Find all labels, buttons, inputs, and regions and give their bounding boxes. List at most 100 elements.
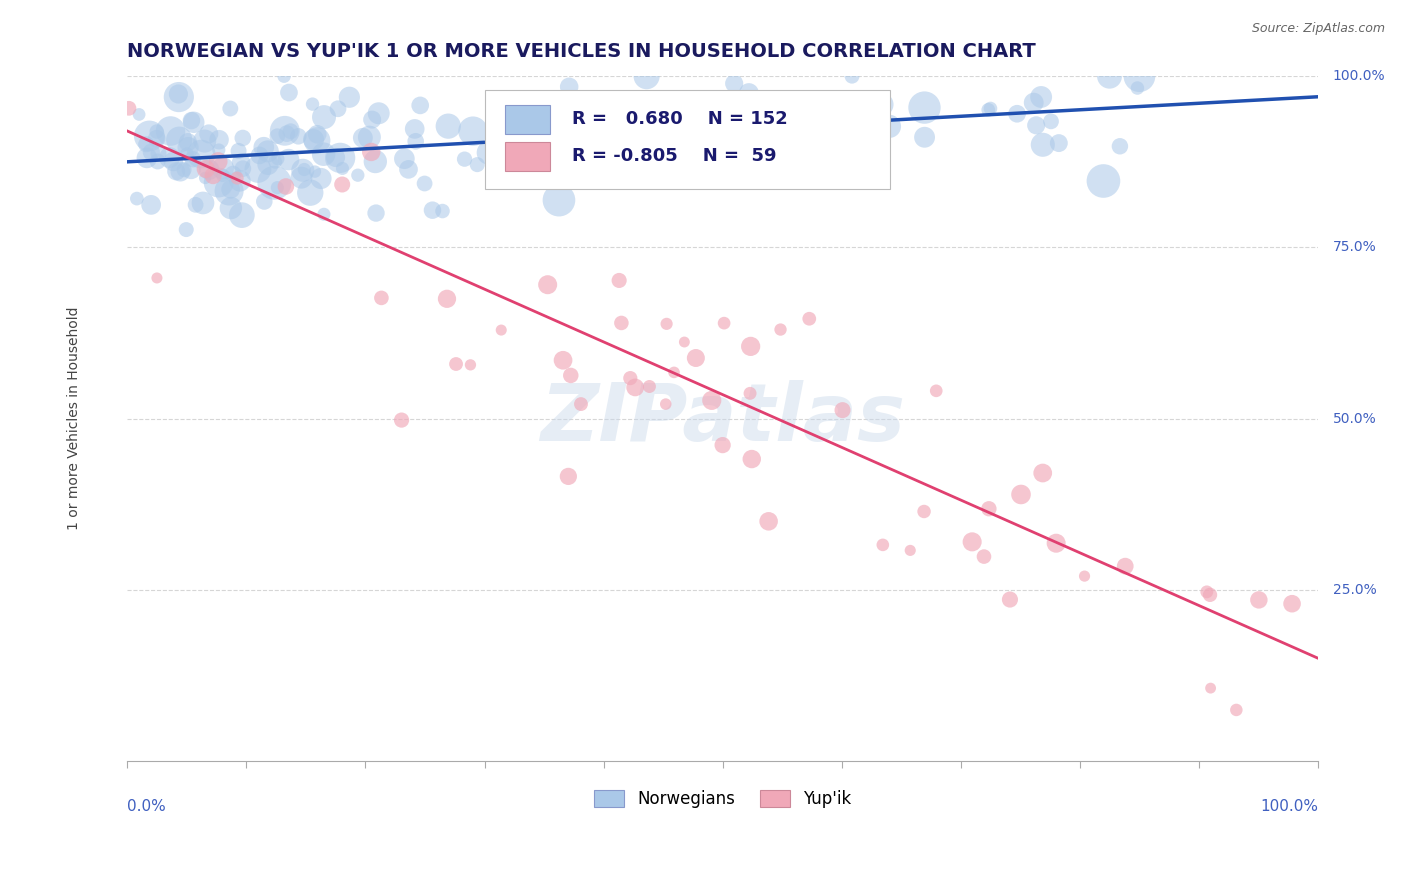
Point (551, 353, 574, 368)
Point (914, 130, 936, 145)
Point (422, 203, 444, 218)
Point (264, 154, 287, 169)
Point (1032, 466, 1054, 480)
Point (329, 151, 352, 165)
Point (409, 98, 432, 112)
Point (194, 161, 217, 176)
Point (274, 179, 297, 194)
Point (1128, 69, 1150, 83)
Point (305, 134, 328, 148)
Point (432, 204, 454, 219)
Text: ZIPatlas: ZIPatlas (540, 380, 905, 458)
Point (177, 140, 200, 154)
Point (312, 110, 335, 124)
Point (302, 133, 325, 147)
Point (898, 543, 921, 558)
Point (228, 144, 250, 158)
Point (548, 193, 571, 207)
Text: Source: ZipAtlas.com: Source: ZipAtlas.com (1251, 22, 1385, 36)
Point (145, 125, 167, 139)
Point (872, 538, 894, 552)
Point (231, 208, 253, 222)
Point (290, 170, 312, 185)
Point (1022, 95, 1045, 110)
Point (208, 143, 231, 157)
Point (711, 438, 734, 452)
Point (211, 169, 233, 183)
Point (180, 162, 202, 177)
Point (912, 504, 935, 518)
FancyBboxPatch shape (485, 90, 890, 189)
Point (1005, 107, 1028, 121)
Text: 0.0%: 0.0% (128, 798, 166, 814)
Point (841, 69, 863, 83)
Point (232, 131, 254, 145)
Point (477, 145, 499, 160)
Point (173, 162, 195, 177)
Point (325, 151, 347, 165)
Point (253, 194, 276, 209)
Point (207, 154, 229, 169)
Point (914, 101, 936, 115)
Point (291, 163, 314, 178)
Point (1047, 136, 1070, 150)
Point (257, 157, 280, 171)
Point (1199, 588, 1222, 602)
Point (655, 397, 678, 411)
Point (1247, 593, 1270, 607)
Point (828, 116, 851, 130)
Point (723, 77, 745, 91)
Point (799, 311, 821, 326)
Point (671, 135, 693, 149)
Point (973, 549, 995, 564)
Text: 25.0%: 25.0% (1333, 582, 1376, 597)
Point (465, 158, 488, 172)
Point (167, 87, 190, 101)
Point (1010, 487, 1032, 501)
Point (436, 292, 458, 306)
Point (352, 131, 374, 145)
Text: 50.0%: 50.0% (1333, 411, 1376, 425)
Point (977, 501, 1000, 516)
Point (960, 534, 983, 549)
Point (222, 167, 245, 181)
Point (491, 323, 513, 337)
Point (219, 201, 242, 215)
Point (404, 122, 426, 136)
Point (330, 178, 353, 192)
Point (208, 133, 231, 147)
Point (169, 164, 191, 178)
Point (229, 155, 252, 169)
Point (309, 171, 332, 186)
Point (191, 196, 214, 211)
Point (610, 316, 633, 330)
Point (301, 97, 323, 112)
Point (256, 145, 278, 159)
Point (572, 151, 595, 165)
Point (280, 124, 302, 138)
Point (332, 161, 354, 176)
Point (1092, 174, 1115, 188)
Point (138, 128, 160, 143)
Point (510, 133, 533, 147)
Point (266, 129, 288, 144)
Point (218, 184, 240, 198)
Point (184, 198, 207, 212)
Point (141, 145, 163, 160)
Point (624, 125, 647, 139)
Point (266, 180, 288, 194)
Point (550, 114, 572, 128)
Point (194, 134, 217, 148)
Point (1126, 81, 1149, 95)
Point (561, 108, 583, 122)
Point (307, 128, 329, 142)
Point (208, 176, 231, 190)
Point (273, 69, 295, 83)
Point (174, 222, 197, 236)
Point (226, 171, 249, 186)
Point (624, 380, 647, 394)
Point (146, 154, 169, 169)
Point (162, 154, 184, 169)
Text: 100.0%: 100.0% (1260, 798, 1319, 814)
Point (1032, 137, 1054, 152)
